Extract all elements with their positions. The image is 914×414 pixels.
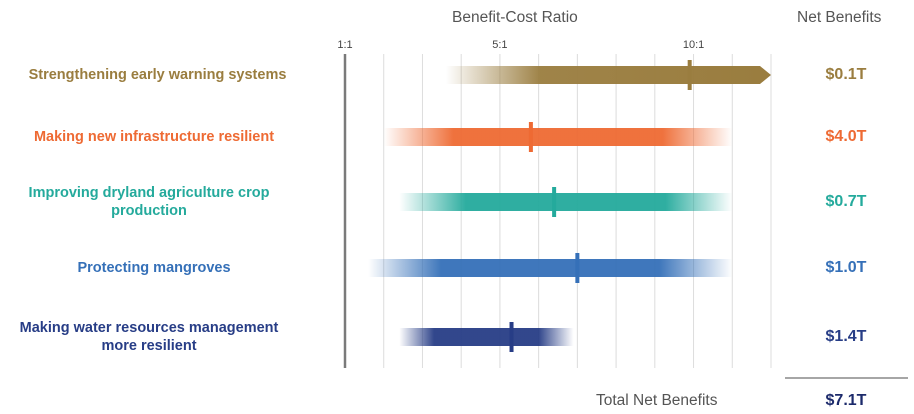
chart-title: Benefit-Cost Ratio: [452, 9, 578, 26]
tick-label: 5:1: [492, 39, 507, 51]
net-benefit-value: $4.0T: [825, 128, 867, 145]
range-bar: [399, 328, 574, 346]
range-bar: [399, 193, 733, 211]
range-bars: [368, 60, 771, 352]
net-benefit-value: $0.1T: [825, 66, 867, 83]
range-arrow: [760, 66, 771, 84]
total-net-benefits-label: Total Net Benefits: [596, 392, 718, 409]
point-marker: [552, 187, 557, 217]
net-benefit-value: $0.7T: [825, 193, 867, 210]
category-label: Improving dryland agriculture crop produ…: [28, 185, 270, 219]
range-bar: [445, 66, 760, 84]
point-marker: [687, 60, 692, 90]
net-benefit-value: $1.4T: [825, 328, 867, 345]
tick-labels: 1:1 5:1 10:1: [337, 39, 704, 51]
net-benefit-value: $1.0T: [825, 259, 867, 276]
total-net-benefits-value: $7.1T: [825, 392, 867, 409]
category-label: Strengthening early warning systems: [28, 67, 287, 83]
tick-label: 10:1: [683, 39, 704, 51]
point-marker: [509, 322, 514, 352]
range-bar: [368, 259, 733, 277]
point-marker: [528, 122, 533, 152]
category-label: Making water resources management more r…: [19, 320, 279, 354]
category-label: Protecting mangroves: [77, 260, 231, 276]
range-bar: [383, 128, 733, 146]
category-label: Making new infrastructure resilient: [33, 129, 275, 145]
point-marker: [575, 253, 580, 283]
tick-label: 1:1: [337, 39, 352, 51]
net-benefits-header: Net Benefits: [797, 9, 882, 26]
